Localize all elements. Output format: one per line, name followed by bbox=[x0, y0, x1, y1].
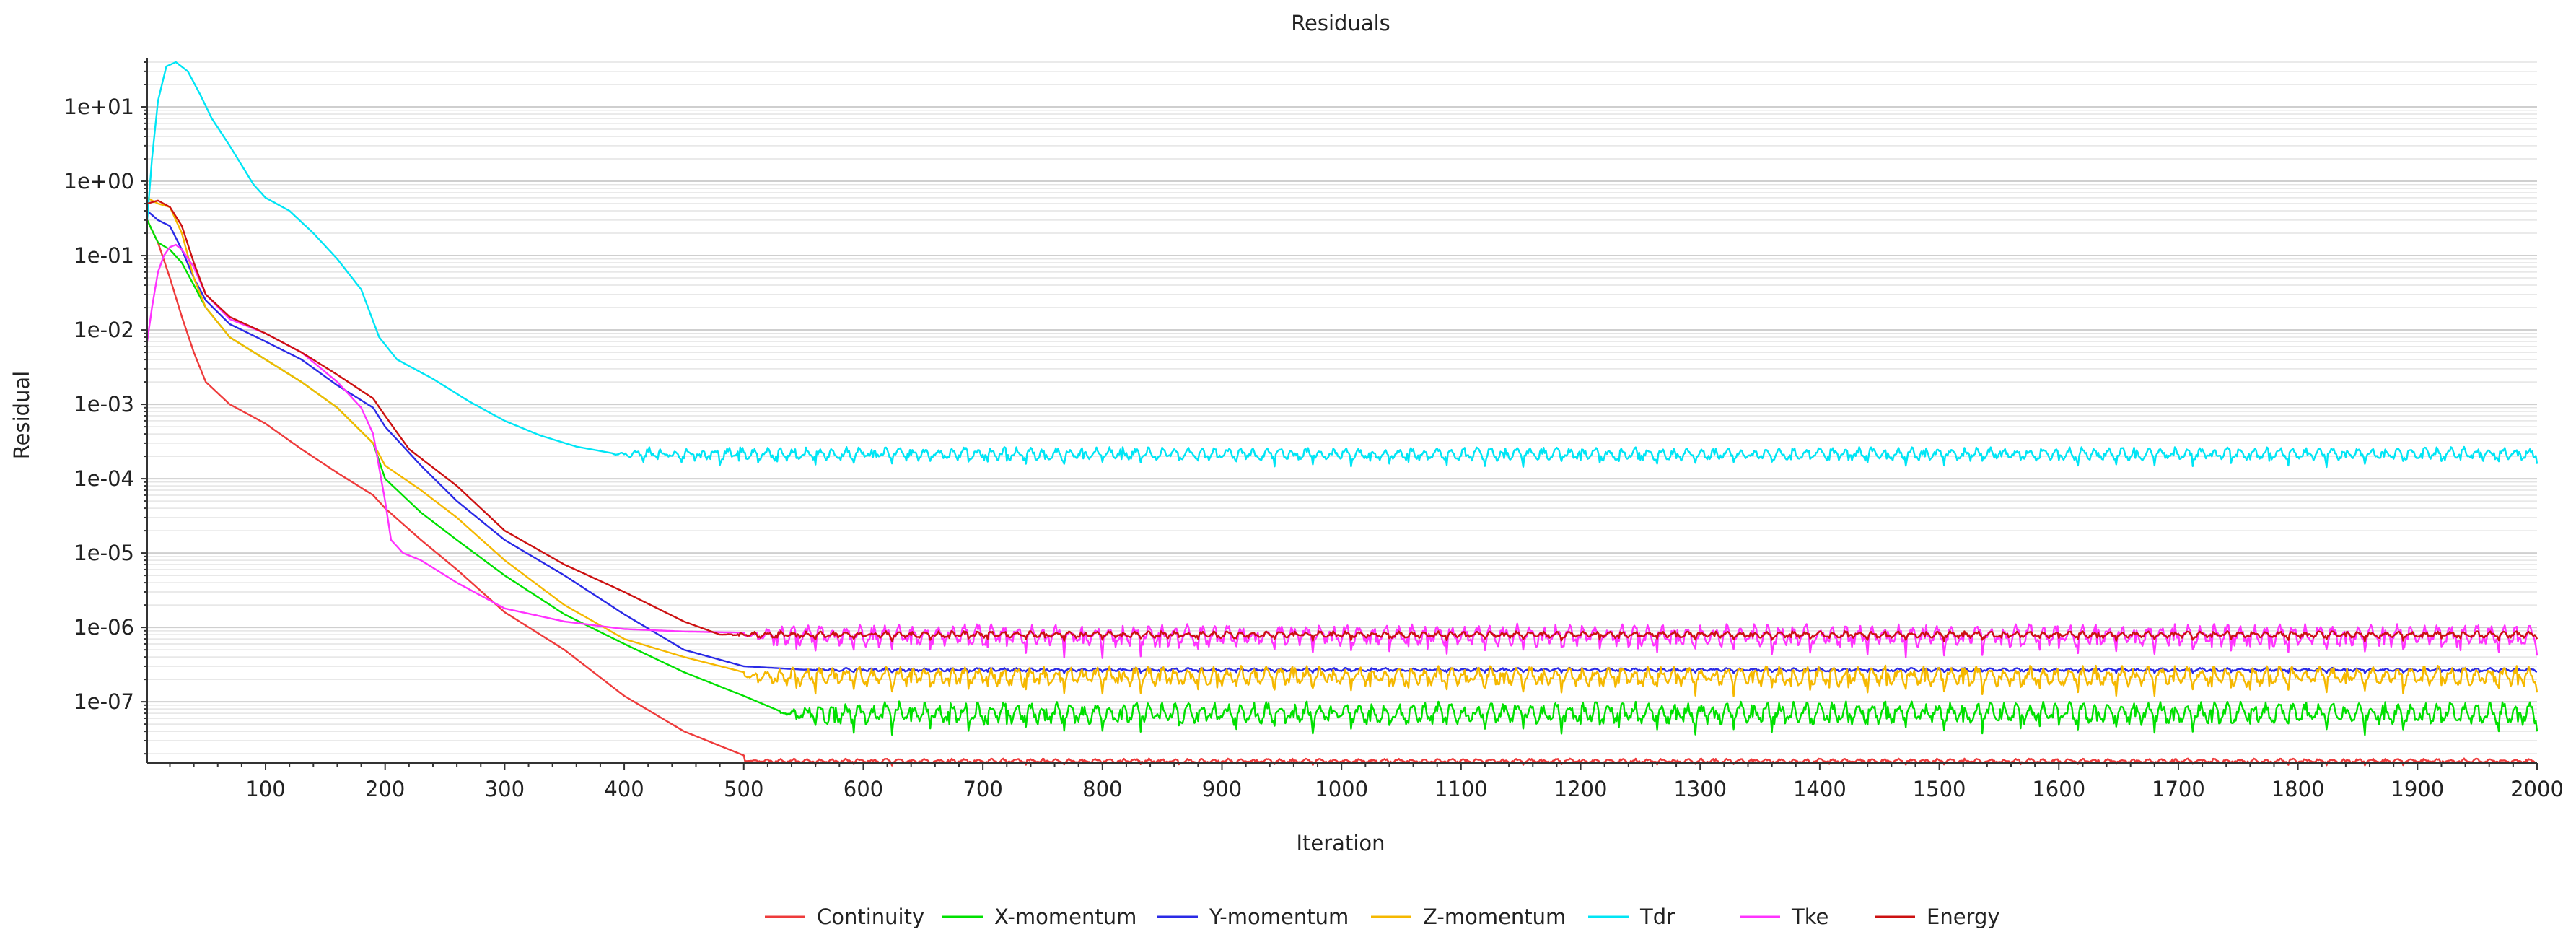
x-tick-label: 600 bbox=[844, 777, 883, 801]
x-tick-label: 400 bbox=[604, 777, 644, 801]
series-line-y-momentum bbox=[146, 210, 2538, 674]
legend: Continuity X-momentum Y-momentum Z-momentum… bbox=[765, 905, 2000, 929]
legend-label: X-momentum bbox=[994, 905, 1136, 929]
x-axis-title: Iteration bbox=[1296, 831, 1385, 855]
x-tick-label: 1500 bbox=[1913, 777, 1966, 801]
y-tick-label: 1e-04 bbox=[74, 466, 134, 491]
y-tick-label: 1e-07 bbox=[74, 689, 134, 714]
legend-label: Tdr bbox=[1639, 905, 1675, 929]
legend-label: Y-momentum bbox=[1209, 905, 1349, 929]
y-tick-label: 1e+01 bbox=[64, 95, 135, 119]
series-line-x-momentum bbox=[146, 219, 2538, 736]
x-tick-label: 1200 bbox=[1554, 777, 1608, 801]
x-tick-label: 200 bbox=[365, 777, 405, 801]
y-tick-label: 1e+00 bbox=[64, 169, 135, 193]
x-tick-label: 300 bbox=[485, 777, 525, 801]
x-tick-label: 800 bbox=[1082, 777, 1122, 801]
x-tick-label: 100 bbox=[245, 777, 285, 801]
x-tick-label: 1600 bbox=[2032, 777, 2085, 801]
x-tick-label: 1800 bbox=[2271, 777, 2325, 801]
x-tick-label: 1400 bbox=[1793, 777, 1846, 801]
x-tick-label: 1900 bbox=[2391, 777, 2444, 801]
series-line-continuity bbox=[146, 219, 2538, 767]
y-tick-label: 1e-01 bbox=[74, 243, 134, 268]
legend-label: Energy bbox=[1927, 905, 2000, 929]
x-tick-label: 1300 bbox=[1673, 777, 1727, 801]
x-tick-label: 700 bbox=[963, 777, 1002, 801]
x-tick-label: 1000 bbox=[1315, 777, 1368, 801]
x-axis-ticks: 100 200 300 400 500 600 700 800 900 1000 1100 1200 1… bbox=[169, 763, 2564, 801]
y-tick-label: 1e-05 bbox=[74, 541, 134, 565]
y-tick-label: 1e-03 bbox=[74, 392, 134, 417]
legend-label: Z-momentum bbox=[1423, 905, 1566, 929]
series-line-tdr bbox=[146, 61, 2538, 469]
series-lines bbox=[146, 61, 2538, 767]
legend-label: Continuity bbox=[817, 905, 924, 929]
x-tick-label: 1700 bbox=[2152, 777, 2205, 801]
grid-lines bbox=[147, 61, 2537, 754]
series-line-z-momentum bbox=[146, 196, 2538, 697]
y-axis-title: Residual bbox=[9, 371, 34, 459]
x-tick-label: 2000 bbox=[2510, 777, 2564, 801]
chart-title: Residuals bbox=[1291, 11, 1390, 35]
series-line-tke bbox=[146, 243, 2538, 659]
series-line-energy bbox=[146, 199, 2538, 642]
x-tick-label: 500 bbox=[724, 777, 763, 801]
y-axis-ticks: 1e+01 1e+00 1e-01 1e-02 1e-03 1e-04 1e-05 1e-06… bbox=[64, 61, 147, 755]
legend-label: Tke bbox=[1791, 905, 1828, 929]
x-tick-label: 1100 bbox=[1434, 777, 1488, 801]
y-tick-label: 1e-06 bbox=[74, 615, 134, 640]
x-tick-label: 900 bbox=[1202, 777, 1242, 801]
y-tick-label: 1e-02 bbox=[74, 318, 134, 342]
